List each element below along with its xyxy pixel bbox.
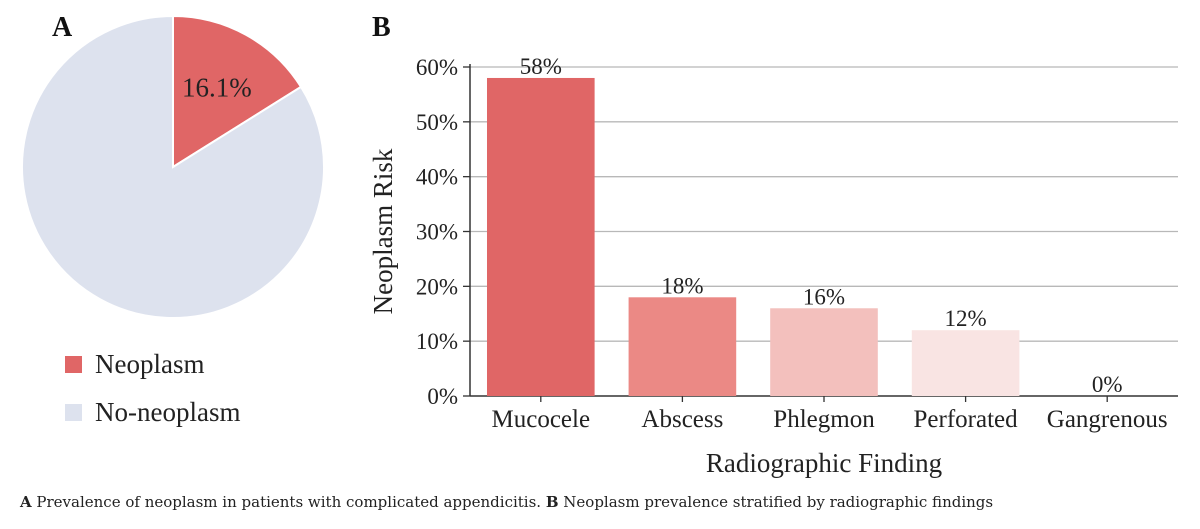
- y-tick-label: 60%: [416, 55, 458, 80]
- legend-label: No-neoplasm: [95, 397, 240, 427]
- bar-perforated: [911, 330, 1020, 396]
- caption-b-letter: B: [545, 493, 559, 511]
- pie-legend: Neoplasm No-neoplasm: [65, 349, 240, 427]
- caption-a-letter: A: [20, 493, 32, 511]
- x-tick-label: Phlegmon: [773, 406, 875, 433]
- panel-a-letter: A: [52, 12, 73, 43]
- legend-swatch: [65, 356, 82, 373]
- bar-data-label: 58%: [520, 54, 562, 79]
- x-tick-label: Perforated: [914, 406, 1019, 433]
- bar-abscess: [628, 297, 737, 396]
- bar-data-label: 12%: [945, 306, 987, 331]
- pie-slice-neoplasm: [172, 14, 303, 169]
- pie-slice-no-neoplasm: [21, 14, 325, 319]
- bar-chart: 0% 10% 20% 30% 40% 50% 60% 58% Mucocele 18% Absces…: [368, 54, 1178, 478]
- legend-label: Neoplasm: [95, 349, 204, 379]
- x-axis-title: Radiographic Finding: [706, 448, 942, 478]
- y-tick-label: 50%: [416, 110, 458, 135]
- pie-chart: 16.1%: [21, 14, 325, 319]
- bar-mucocele: [486, 77, 595, 396]
- bar-data-label: 16%: [803, 284, 845, 309]
- legend-swatch: [65, 404, 82, 421]
- panel-b-letter: B: [372, 12, 391, 43]
- caption-b-text: Neoplasm prevalence stratified by radiog…: [558, 493, 994, 511]
- y-tick-label: 20%: [416, 274, 458, 299]
- y-axis-title: Neoplasm Risk: [368, 148, 398, 314]
- y-tick-label: 40%: [416, 165, 458, 190]
- bar-data-label: 0%: [1092, 372, 1123, 397]
- y-tick-label: 30%: [416, 220, 458, 245]
- pie-data-label: 16.1%: [182, 73, 252, 103]
- figure-caption: A Prevalence of neoplasm in patients wit…: [20, 493, 1190, 511]
- y-tick-label: 10%: [416, 329, 458, 354]
- bar-phlegmon: [770, 308, 878, 396]
- x-tick-label: Gangrenous: [1047, 406, 1168, 433]
- x-tick-label: Mucocele: [492, 406, 591, 433]
- y-tick-label: 0%: [427, 384, 458, 409]
- x-tick-label: Abscess: [641, 406, 723, 433]
- bar-data-label: 18%: [661, 273, 703, 298]
- caption-a-text: Prevalence of neoplasm in patients with …: [31, 493, 546, 511]
